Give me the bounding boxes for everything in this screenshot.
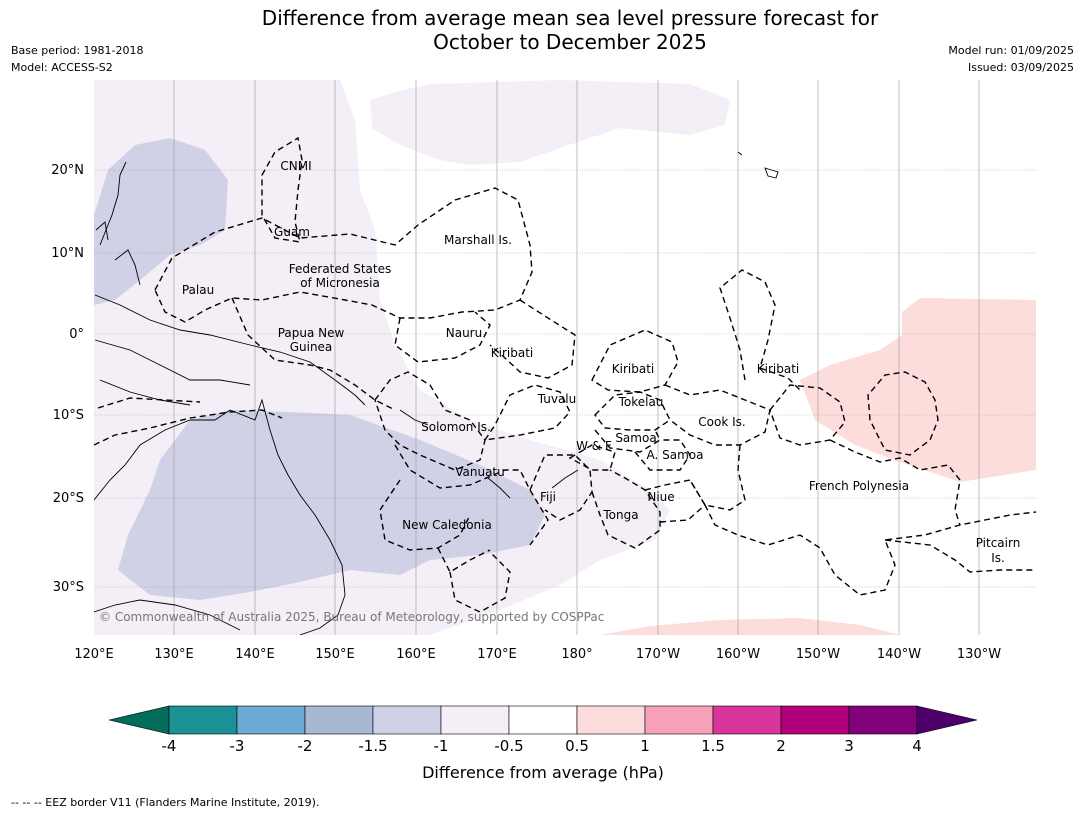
- latitude-label: 20°N: [51, 163, 84, 178]
- latitude-labels: 20°N 10°N 0° 10°S 20°S 30°S: [51, 163, 84, 595]
- model-name: Model: ACCESS-S2: [11, 61, 113, 74]
- model-run: Model run: 01/09/2025: [948, 44, 1074, 57]
- anomaly-region-mid-philippines: [94, 138, 228, 305]
- colorbar-segment: [440, 705, 510, 735]
- colorbar: -4 -3 -2 -1.5 -1 -0.5 0.5 1 1.5 2 3 4: [108, 705, 978, 755]
- anomaly-region-positive-south: [600, 618, 900, 635]
- title-line-1: Difference from average mean sea level p…: [261, 6, 879, 30]
- label-fiji: Fiji: [540, 490, 556, 504]
- colorbar-segment: [372, 705, 442, 735]
- colorbar-segment: [168, 705, 238, 735]
- label-tonga: Tonga: [602, 508, 638, 522]
- meta-right: Model run: 01/09/2025 Issued: 03/09/2025: [948, 42, 1074, 76]
- latitude-label: 30°S: [53, 580, 84, 595]
- label-tokelau: Tokelau: [618, 395, 664, 409]
- meta-left: Base period: 1981-2018 Model: ACCESS-S2: [11, 42, 143, 76]
- colorbar-segment: [508, 705, 578, 735]
- colorbar-title: Difference from average (hPa): [422, 763, 664, 782]
- latitude-label: 10°N: [51, 246, 84, 261]
- label-kiribati-west: Kiribati: [491, 346, 533, 360]
- colorbar-tick-label: -1: [434, 737, 449, 755]
- colorbar-segment: [236, 705, 306, 735]
- label-png-line2: Guinea: [290, 340, 333, 354]
- longitude-label: 140°E: [235, 647, 275, 662]
- label-fsm-line1: Federated States: [289, 262, 391, 276]
- colorbar-tick-label: -3: [230, 737, 245, 755]
- label-pitcairn-line1: Pitcairn: [976, 536, 1021, 550]
- latitude-label: 0°: [69, 327, 84, 342]
- colorbar-tick-label: 2: [776, 737, 786, 755]
- colorbar-tick-label: 1.5: [701, 737, 725, 755]
- label-wallis-futuna: W & F: [576, 439, 612, 453]
- longitude-label: 160°E: [396, 647, 436, 662]
- colorbar-tick-label: 4: [912, 737, 922, 755]
- colorbar-segment: [576, 705, 646, 735]
- label-pitcairn-line2: Is.: [991, 551, 1005, 565]
- longitude-label: 140°W: [877, 647, 921, 662]
- latitude-label: 10°S: [53, 408, 84, 423]
- longitude-label: 160°W: [716, 647, 760, 662]
- longitude-label: 130°E: [154, 647, 194, 662]
- longitude-label: 130°W: [957, 647, 1001, 662]
- colorbar-tick-label: -1.5: [358, 737, 387, 755]
- colorbar-segment: [644, 705, 714, 735]
- label-kiribati-central: Kiribati: [612, 362, 654, 376]
- colorbar-tick-label: -4: [162, 737, 177, 755]
- colorbar-extend-low: [108, 705, 170, 735]
- label-american-samoa: A. Samoa: [647, 448, 704, 462]
- label-vanuatu: Vanuatu: [455, 465, 505, 479]
- longitude-label: 170°W: [636, 647, 680, 662]
- label-samoa: Samoa: [615, 431, 656, 445]
- title-line-2: October to December 2025: [433, 30, 707, 54]
- longitude-label: 180°: [561, 647, 592, 662]
- coastlines: [94, 151, 779, 635]
- colorbar-extend-high: [916, 705, 978, 735]
- copyright-notice: © Commonwealth of Australia 2025, Bureau…: [99, 610, 604, 624]
- colorbar-segment: [304, 705, 374, 735]
- label-tuvalu: Tuvalu: [537, 392, 577, 406]
- issued-date: Issued: 03/09/2025: [967, 61, 1074, 74]
- label-png-line1: Papua New: [278, 326, 345, 340]
- chart-title: Difference from average mean sea level p…: [0, 6, 1085, 54]
- anomaly-region-positive-east: [800, 298, 1036, 482]
- colorbar-tick-label: 1: [640, 737, 650, 755]
- base-period: Base period: 1981-2018: [11, 44, 144, 57]
- colorbar-tick-label: -0.5: [494, 737, 523, 755]
- longitude-label: 150°E: [315, 647, 355, 662]
- region-labels: CNMI Guam Marshall Is. Federated States …: [182, 159, 1020, 565]
- anomaly-region-light-north: [370, 80, 730, 165]
- label-marshall-islands: Marshall Is.: [444, 233, 512, 247]
- colorbar-tick-label: -2: [298, 737, 313, 755]
- longitude-label: 170°E: [477, 647, 517, 662]
- label-cook-islands: Cook Is.: [698, 415, 745, 429]
- map-area: © Commonwealth of Australia 2025, Bureau…: [94, 80, 1036, 635]
- label-guam: Guam: [274, 225, 310, 239]
- label-cnmi: CNMI: [280, 159, 311, 173]
- label-kiribati-east: Kiribati: [757, 362, 799, 376]
- label-nauru: Nauru: [446, 326, 482, 340]
- eez-borders: [94, 136, 1036, 613]
- longitude-labels: 120°E 130°E 140°E 150°E 160°E 170°E 180° 170°W 1…: [74, 647, 1001, 662]
- colorbar-segment: [848, 705, 918, 735]
- colorbar-segment: [712, 705, 782, 735]
- label-fsm-line2: of Micronesia: [300, 276, 380, 290]
- map-figure: © Commonwealth of Australia 2025, Bureau…: [51, 80, 1036, 782]
- anomaly-region-mid-coral-sea: [118, 410, 545, 600]
- label-french-polynesia: French Polynesia: [809, 479, 909, 493]
- colorbar-tick-label: 0.5: [565, 737, 589, 755]
- gridlines: [94, 80, 1036, 635]
- colorbar-segment: [780, 705, 850, 735]
- latitude-label: 20°S: [53, 491, 84, 506]
- label-new-caledonia: New Caledonia: [402, 518, 492, 532]
- label-niue: Niue: [647, 490, 674, 504]
- label-palau: Palau: [182, 283, 214, 297]
- colorbar-tick-label: 3: [844, 737, 854, 755]
- longitude-label: 120°E: [74, 647, 114, 662]
- longitude-label: 150°W: [796, 647, 840, 662]
- eez-source-note: -- -- -- EEZ border V11 (Flanders Marine…: [11, 796, 320, 809]
- label-solomon-islands: Solomon Is.: [421, 420, 491, 434]
